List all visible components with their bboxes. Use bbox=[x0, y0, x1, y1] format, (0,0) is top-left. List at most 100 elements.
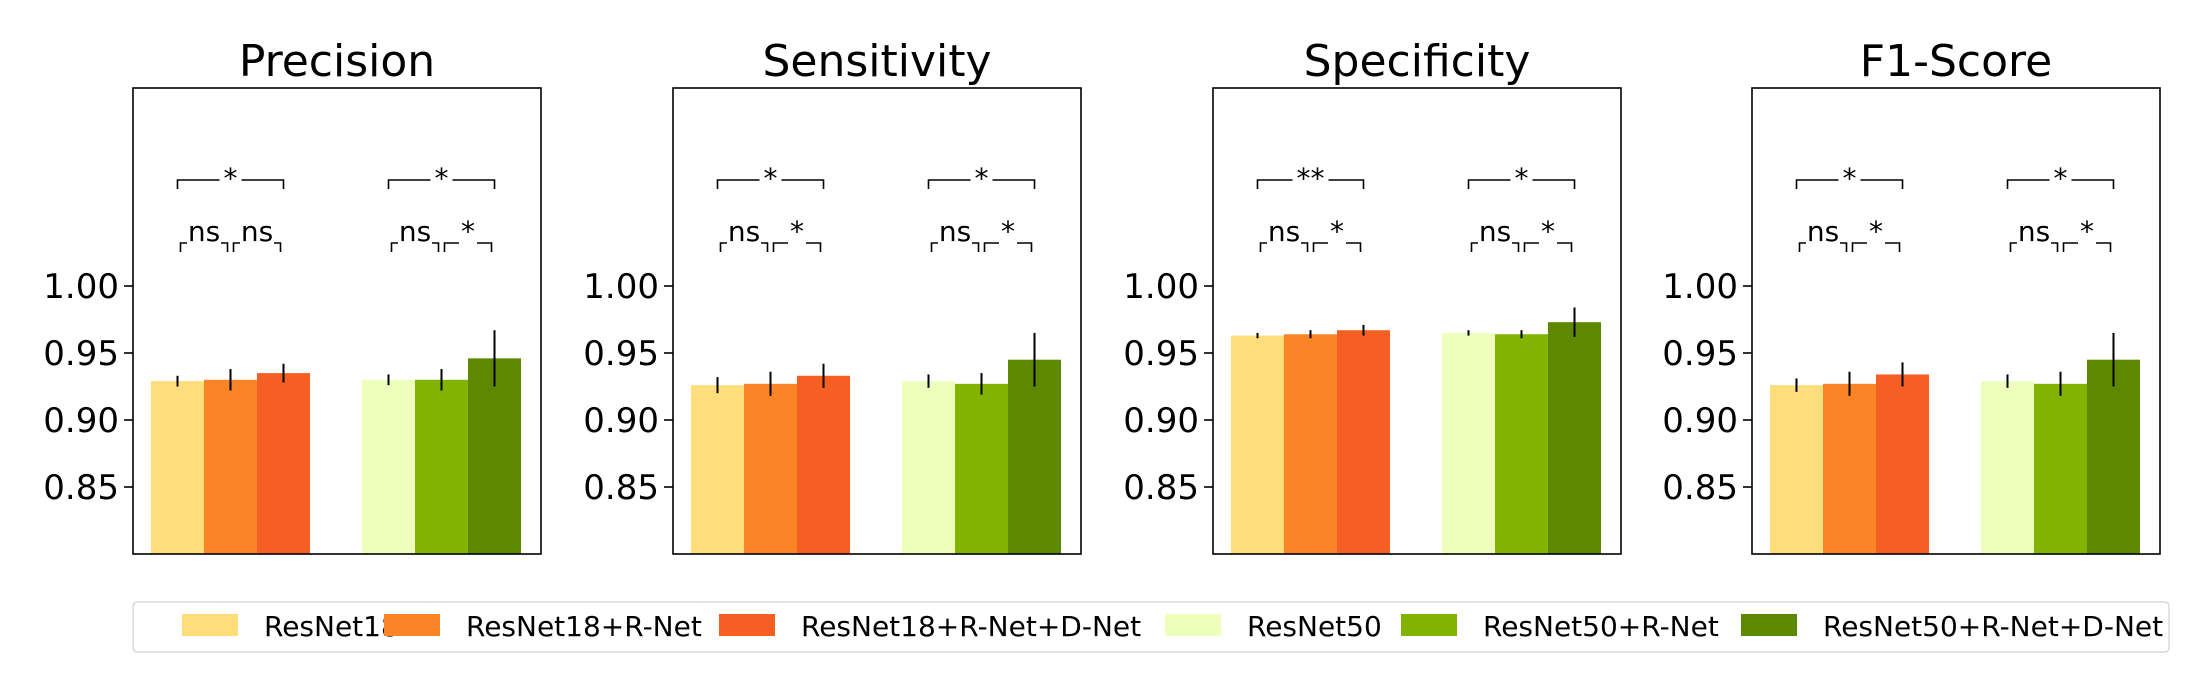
legend-item-3: ResNet18+R-Net+D-Net bbox=[719, 610, 1141, 643]
legend-swatch bbox=[1165, 614, 1221, 636]
plot-frame bbox=[132, 87, 542, 555]
bracket-pair-line bbox=[390, 242, 440, 252]
y-tick-label: 0.85 bbox=[1123, 468, 1199, 508]
bracket-pair-label: ns bbox=[728, 215, 760, 248]
bar-4 bbox=[1442, 332, 1495, 554]
y-tick-label: 0.90 bbox=[43, 401, 119, 441]
legend-label: ResNet50+R-Net+D-Net bbox=[1823, 610, 2163, 643]
bracket-pair-label: * bbox=[1001, 215, 1015, 248]
bracket-top-line bbox=[387, 179, 496, 189]
bracket-pair-line bbox=[983, 242, 1033, 252]
bar-3 bbox=[1337, 330, 1390, 554]
bracket-pair-line bbox=[1851, 242, 1901, 252]
bracket-pair-line bbox=[772, 242, 822, 252]
bracket-pair-label: ns bbox=[2018, 215, 2050, 248]
bar-2 bbox=[744, 383, 797, 554]
bar-1 bbox=[1231, 335, 1284, 554]
y-tick-label: 0.95 bbox=[1662, 334, 1738, 374]
y-tick-label: 0.85 bbox=[1662, 468, 1738, 508]
legend-label: ResNet50 bbox=[1247, 610, 1382, 643]
legend-item-4: ResNet50 bbox=[1165, 610, 1382, 643]
y-tick-label: 1.00 bbox=[583, 267, 659, 307]
bracket-pair-label: ns bbox=[399, 215, 431, 248]
bracket-top-label: * bbox=[975, 162, 989, 195]
bracket-top-line bbox=[2006, 179, 2115, 189]
bracket-top-label: * bbox=[764, 162, 778, 195]
bracket-pair-label: * bbox=[461, 215, 475, 248]
legend-label: ResNet50+R-Net bbox=[1483, 610, 1719, 643]
bracket-pair-line bbox=[2062, 242, 2112, 252]
bracket-pair-label: * bbox=[1330, 215, 1344, 248]
bracket-pair-line bbox=[1312, 242, 1362, 252]
bracket-pair-line bbox=[1798, 242, 1848, 252]
bracket-pair-line bbox=[179, 242, 229, 252]
legend-swatch bbox=[719, 614, 775, 636]
legend-label: ResNet18+R-Net bbox=[466, 610, 702, 643]
bar-3 bbox=[797, 375, 850, 554]
bar-6 bbox=[1548, 322, 1601, 554]
y-tick-label: 1.00 bbox=[1123, 267, 1199, 307]
bracket-top-label: * bbox=[2054, 162, 2068, 195]
legend-item-2: ResNet18+R-Net bbox=[384, 610, 702, 643]
bar-5 bbox=[1495, 334, 1548, 554]
bar-5 bbox=[2034, 383, 2087, 554]
y-tick-label: 0.90 bbox=[1123, 401, 1199, 441]
bracket-top-line bbox=[716, 179, 825, 189]
bracket-pair-label: ns bbox=[1268, 215, 1300, 248]
y-tick-label: 1.00 bbox=[1662, 267, 1738, 307]
bracket-top-line bbox=[1256, 179, 1365, 189]
bracket-pair-line bbox=[1259, 242, 1309, 252]
panel-title: F1-Score bbox=[1860, 36, 2052, 87]
bar-5 bbox=[955, 383, 1008, 554]
y-tick-label: 0.95 bbox=[1123, 334, 1199, 374]
bar-6 bbox=[2087, 359, 2140, 554]
bar-6 bbox=[1008, 359, 1061, 554]
panel-title: Specificity bbox=[1304, 36, 1531, 87]
bracket-top-label: * bbox=[435, 162, 449, 195]
legend-item-6: ResNet50+R-Net+D-Net bbox=[1741, 610, 2163, 643]
plot-frame bbox=[1751, 87, 2161, 555]
bracket-pair-label: ns bbox=[1479, 215, 1511, 248]
bar-4 bbox=[902, 381, 955, 554]
bracket-top-line bbox=[1467, 179, 1576, 189]
bar-3 bbox=[1876, 374, 1929, 554]
bar-5 bbox=[415, 379, 468, 554]
bar-3 bbox=[257, 373, 310, 554]
bracket-pair-label: * bbox=[1541, 215, 1555, 248]
bracket-top-line bbox=[1795, 179, 1904, 189]
bar-2 bbox=[1823, 383, 1876, 554]
bracket-top-line bbox=[176, 179, 285, 189]
bracket-pair-line bbox=[443, 242, 493, 252]
bracket-top-line bbox=[927, 179, 1036, 189]
y-tick-label: 0.85 bbox=[43, 468, 119, 508]
bar-2 bbox=[1284, 334, 1337, 554]
bar-6 bbox=[468, 358, 521, 554]
bracket-pair-label: ns bbox=[939, 215, 971, 248]
y-tick-label: 0.90 bbox=[1662, 401, 1738, 441]
bracket-pair-line bbox=[719, 242, 769, 252]
legend-swatch bbox=[182, 614, 238, 636]
bracket-pair-line bbox=[1523, 242, 1573, 252]
y-tick-label: 0.95 bbox=[43, 334, 119, 374]
legend-label: ResNet18 bbox=[264, 610, 399, 643]
bracket-pair-line bbox=[2009, 242, 2059, 252]
plot-frame bbox=[672, 87, 1082, 555]
bracket-pair-line bbox=[1470, 242, 1520, 252]
panel-title: Precision bbox=[239, 36, 435, 87]
plot-frame bbox=[1212, 87, 1622, 555]
bracket-pair-label: * bbox=[790, 215, 804, 248]
bracket-pair-label: * bbox=[2080, 215, 2094, 248]
legend-item-1: ResNet18 bbox=[182, 610, 399, 643]
bracket-top-label: * bbox=[1843, 162, 1857, 195]
bar-1 bbox=[151, 381, 204, 554]
y-tick-label: 0.90 bbox=[583, 401, 659, 441]
legend-swatch bbox=[1401, 614, 1457, 636]
legend-swatch bbox=[384, 614, 440, 636]
legend: ResNet18 ResNet18+R-Net ResNet18+R-Net+D-N… bbox=[132, 601, 2170, 653]
